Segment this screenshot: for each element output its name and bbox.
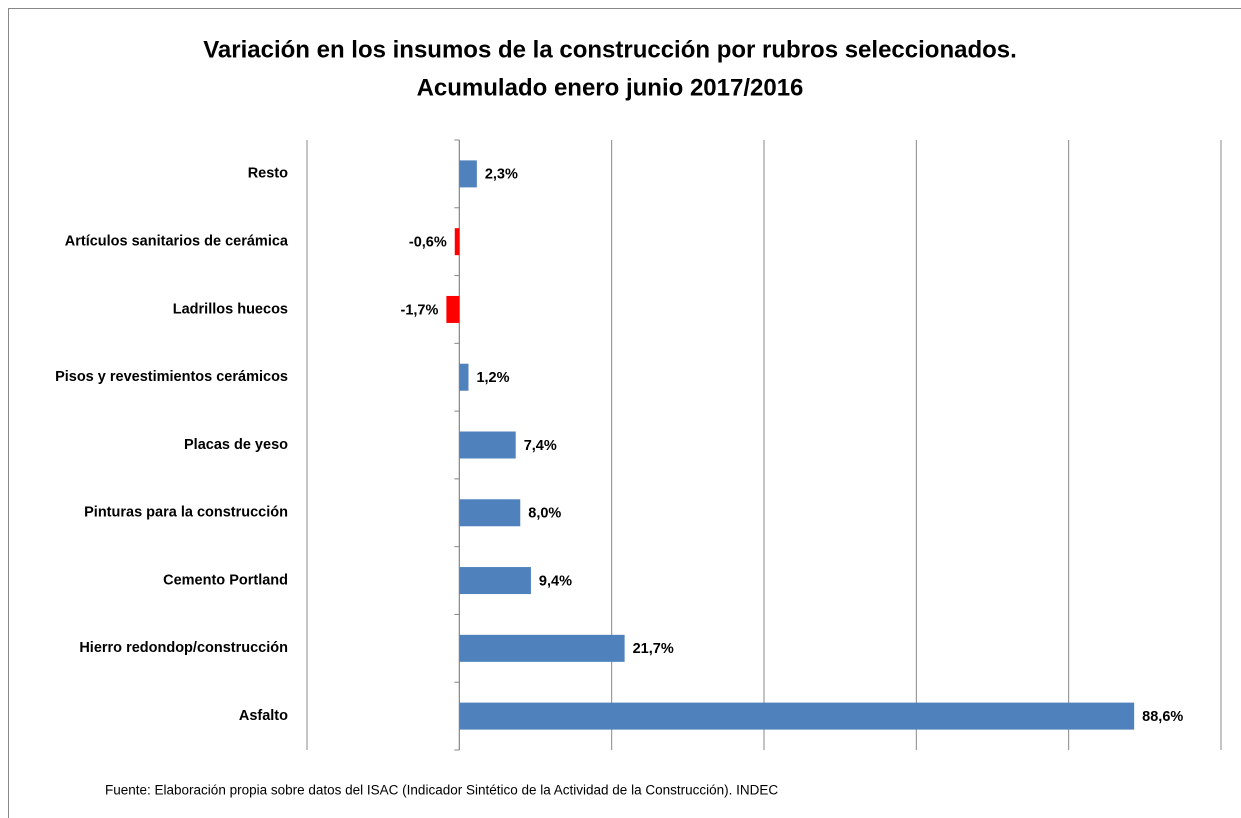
chart-subtitle: Acumulado enero junio 2017/2016 [417, 74, 804, 101]
category-label: Ladrillos huecos [173, 301, 288, 317]
chart-frame [8, 8, 1241, 818]
value-label: 9,4% [539, 573, 572, 589]
category-label: Cemento Portland [163, 572, 288, 588]
value-label: 2,3% [485, 167, 518, 183]
value-label: 21,7% [633, 641, 674, 657]
category-label: Pisos y revestimientos cerámicos [55, 369, 288, 385]
value-label: 1,2% [476, 370, 509, 386]
bar [459, 160, 477, 188]
source-note: Fuente: Elaboración propia sobre datos d… [105, 783, 778, 798]
chart-title: Variación en los insumos de la construcc… [203, 36, 1017, 63]
category-label: Placas de yeso [184, 437, 288, 453]
bar [459, 634, 625, 662]
value-label: -0,6% [409, 234, 447, 250]
category-label: Hierro redondop/construcción [79, 640, 288, 656]
category-label: Resto [248, 166, 288, 182]
bar [446, 295, 460, 323]
value-label: 7,4% [524, 438, 557, 454]
value-label: 88,6% [1142, 709, 1183, 725]
bar [459, 702, 1135, 730]
value-label: 8,0% [528, 506, 561, 522]
bar [459, 363, 469, 391]
category-label: Artículos sanitarios de cerámica [65, 233, 289, 249]
value-label: -1,7% [400, 302, 438, 318]
category-label: Asfalto [239, 708, 288, 724]
bar [459, 431, 516, 459]
bar [459, 567, 531, 595]
category-label: Pinturas para la construcción [84, 505, 288, 521]
bar [459, 499, 521, 527]
bar [454, 228, 460, 256]
